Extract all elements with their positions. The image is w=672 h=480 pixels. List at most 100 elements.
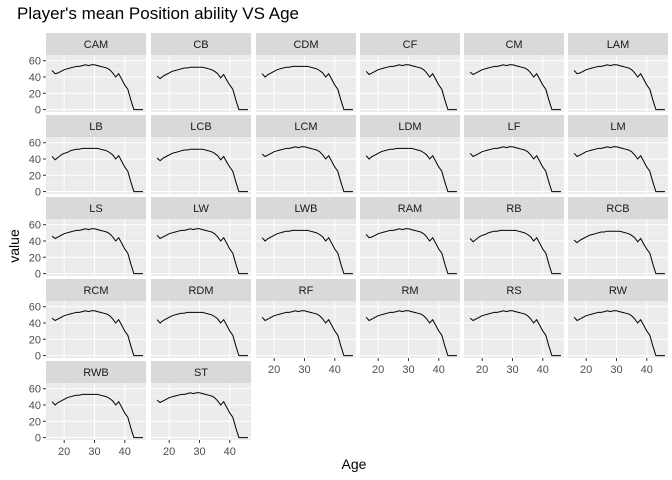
series-line-lcm bbox=[261, 146, 353, 193]
y-tick-label: 20 bbox=[29, 252, 41, 264]
facet-panel-lw: LW bbox=[151, 197, 251, 276]
facet-label-ram: RAM bbox=[398, 203, 422, 215]
series-line-cam bbox=[51, 64, 143, 111]
panel-background bbox=[256, 55, 356, 112]
facet-label-cam: CAM bbox=[84, 39, 108, 51]
series-line-lm bbox=[573, 146, 665, 193]
facet-label-ls: LS bbox=[89, 203, 102, 215]
y-tick-label: 40 bbox=[29, 318, 41, 330]
x-tick-label: 30 bbox=[402, 364, 414, 376]
facet-panel-rm: RM 20 30 40 bbox=[360, 279, 460, 376]
facet-panel-lcb: LCB bbox=[151, 115, 251, 194]
x-tick-label: 40 bbox=[119, 446, 131, 458]
series-line-rm bbox=[365, 310, 457, 357]
facet-label-rcm: RCM bbox=[83, 285, 108, 297]
facet-label-lm: LM bbox=[610, 121, 625, 133]
y-tick-label: 60 bbox=[29, 302, 41, 314]
facet-strip-cam bbox=[46, 33, 146, 55]
panel-background bbox=[464, 301, 564, 358]
series-line-rb bbox=[469, 229, 561, 275]
series-line-ram bbox=[365, 228, 457, 275]
facet-strip-lwb bbox=[256, 197, 356, 219]
facet-label-lw: LW bbox=[193, 203, 209, 215]
facet-strip-st bbox=[151, 361, 251, 383]
facet-strip-lw bbox=[151, 197, 251, 219]
facet-label-lwb: LWB bbox=[294, 203, 317, 215]
panel-background bbox=[151, 137, 251, 194]
x-tick-label: 20 bbox=[372, 364, 384, 376]
series-line-rdm bbox=[156, 311, 248, 357]
panel-background bbox=[46, 55, 146, 112]
y-tick-label: 40 bbox=[29, 72, 41, 84]
facet-label-lcm: LCM bbox=[294, 121, 317, 133]
panel-background bbox=[256, 137, 356, 194]
x-axis-label: Age bbox=[341, 456, 367, 472]
x-tick-label: 20 bbox=[268, 364, 280, 376]
facet-strip-cm bbox=[464, 33, 564, 55]
facet-label-rdm: RDM bbox=[188, 285, 213, 297]
series-line-rcm bbox=[51, 310, 143, 357]
facet-label-lam: LAM bbox=[607, 39, 630, 51]
series-line-ls bbox=[51, 228, 143, 275]
x-tick-label: 40 bbox=[224, 446, 236, 458]
panel-background bbox=[151, 219, 251, 276]
panel-background bbox=[151, 301, 251, 358]
facet-label-rf: RF bbox=[299, 285, 314, 297]
x-tick-label: 20 bbox=[163, 446, 175, 458]
series-line-ldm bbox=[365, 147, 457, 193]
panel-background bbox=[46, 137, 146, 194]
y-tick-label: 20 bbox=[29, 88, 41, 100]
series-line-cf bbox=[365, 64, 457, 111]
panel-background bbox=[151, 55, 251, 112]
y-tick-label: 0 bbox=[35, 269, 41, 281]
series-line-rf bbox=[261, 310, 353, 357]
facet-label-rcb: RCB bbox=[606, 203, 629, 215]
facet-panel-rcm: RCM 0 20 40 60 bbox=[29, 279, 146, 363]
x-tick-label: 40 bbox=[329, 364, 341, 376]
y-tick-label: 0 bbox=[35, 433, 41, 445]
facet-panel-cb: CB bbox=[151, 33, 251, 112]
facet-panel-rs: RS 20 30 40 bbox=[464, 279, 564, 376]
facet-label-st: ST bbox=[194, 367, 208, 379]
x-tick-label: 30 bbox=[88, 446, 100, 458]
x-tick-label: 30 bbox=[193, 446, 205, 458]
facet-panel-st: ST 20 30 40 bbox=[151, 361, 251, 458]
facet-label-rwb: RWB bbox=[83, 367, 108, 379]
facet-strip-cf bbox=[360, 33, 460, 55]
panel-background bbox=[568, 137, 668, 194]
y-tick-label: 60 bbox=[29, 56, 41, 68]
panel-background bbox=[151, 383, 251, 440]
facet-label-cb: CB bbox=[193, 39, 208, 51]
facet-panel-lwb: LWB bbox=[256, 197, 356, 276]
facet-strip-lf bbox=[464, 115, 564, 137]
y-tick-label: 40 bbox=[29, 236, 41, 248]
facet-panel-rf: RF 20 30 40 bbox=[256, 279, 356, 376]
y-tick-label: 0 bbox=[35, 351, 41, 363]
facet-panel-cam: CAM 0 20 40 60 bbox=[29, 33, 146, 117]
panel-background bbox=[568, 301, 668, 358]
facet-strip-ram bbox=[360, 197, 460, 219]
panel-background bbox=[46, 383, 146, 440]
facet-label-lb: LB bbox=[89, 121, 102, 133]
facet-strip-lcb bbox=[151, 115, 251, 137]
facet-strip-rdm bbox=[151, 279, 251, 301]
y-tick-label: 60 bbox=[29, 138, 41, 150]
panel-background bbox=[360, 55, 460, 112]
series-line-lf bbox=[469, 146, 561, 193]
series-line-rs bbox=[469, 310, 561, 357]
panel-background bbox=[464, 219, 564, 276]
facet-strip-cdm bbox=[256, 33, 356, 55]
facet-strip-rcm bbox=[46, 279, 146, 301]
series-line-lwb bbox=[261, 229, 353, 275]
facet-label-lcb: LCB bbox=[190, 121, 211, 133]
facet-label-rs: RS bbox=[506, 285, 521, 297]
y-tick-label: 40 bbox=[29, 400, 41, 412]
facet-panel-lam: LAM bbox=[568, 33, 668, 112]
panel-background bbox=[360, 301, 460, 358]
facet-strip-lm bbox=[568, 115, 668, 137]
facet-panel-lcm: LCM bbox=[256, 115, 356, 194]
facet-panel-cm: CM bbox=[464, 33, 564, 112]
panel-background bbox=[360, 137, 460, 194]
panel-background bbox=[568, 219, 668, 276]
